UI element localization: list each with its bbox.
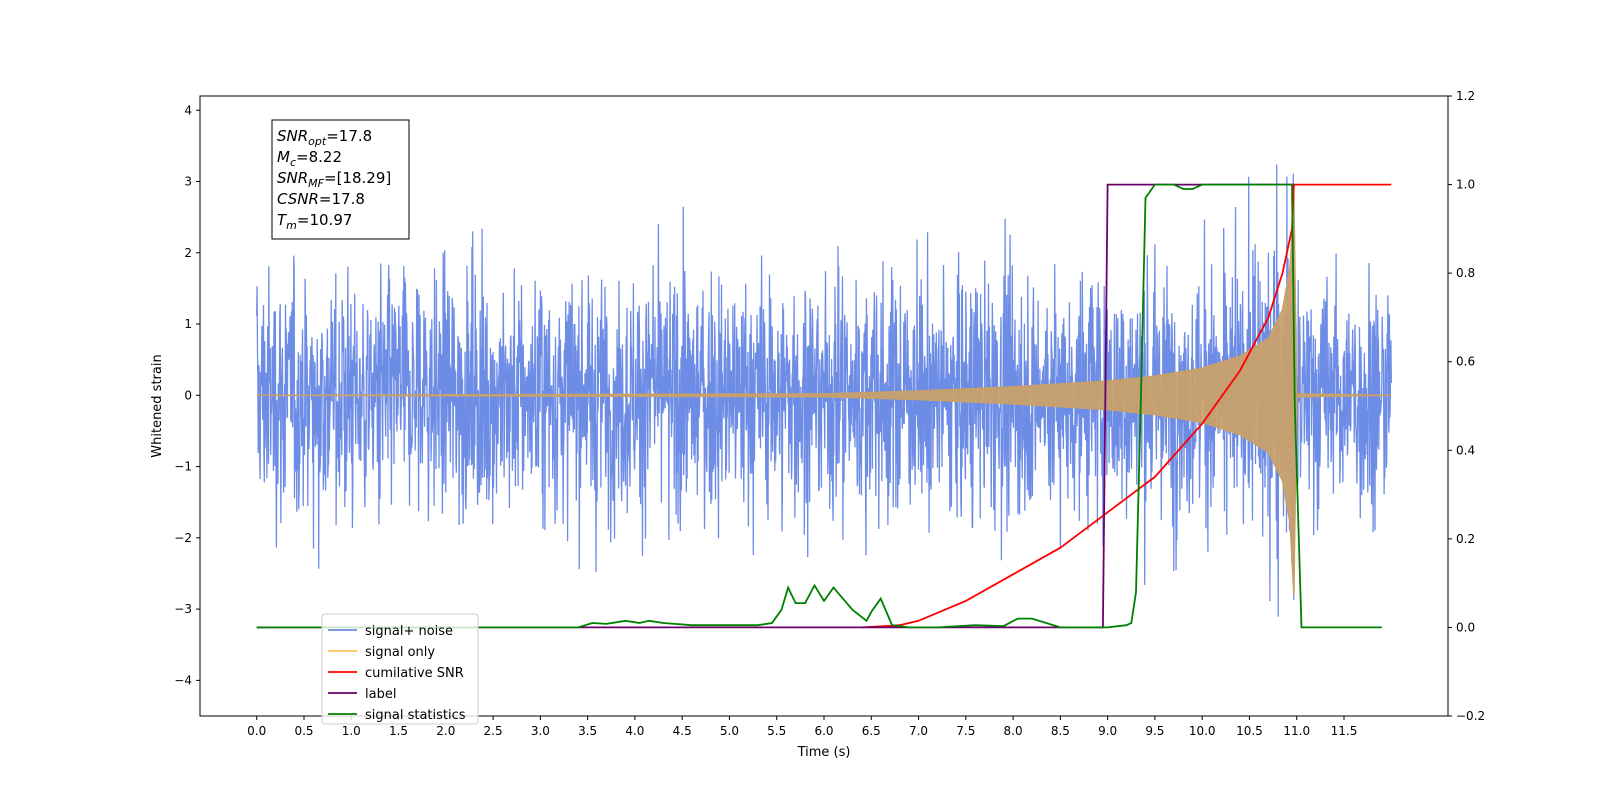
x-tick-label: 9.0 xyxy=(1098,724,1117,738)
legend-label: cumilative SNR xyxy=(365,666,464,681)
y-tick-label: −3 xyxy=(174,602,192,616)
x-axis: 0.0 0.5 1.0 1.5 2.0 2.5 3.0 3.5 4.0 4.5 5.0 5.5 6.0 6… xyxy=(247,716,1357,738)
x-tick-label: 7.5 xyxy=(956,724,975,738)
y2-tick-label: 0.8 xyxy=(1456,266,1475,280)
y2-tick-label: 1.2 xyxy=(1456,89,1475,103)
y2-tick-label: 0.0 xyxy=(1456,620,1475,634)
annotation-line: SNRMF=[18.29] xyxy=(277,169,391,190)
x-tick-label: 10.5 xyxy=(1236,724,1263,738)
x-tick-label: 5.5 xyxy=(767,724,786,738)
x-tick-label: 2.0 xyxy=(436,724,455,738)
x-tick-label: 6.0 xyxy=(814,724,833,738)
x-tick-label: 8.0 xyxy=(1004,724,1023,738)
y-tick-label: 1 xyxy=(184,317,192,331)
annotation-line: CSNR=17.8 xyxy=(277,190,365,208)
y2-tick-label: 0.6 xyxy=(1456,355,1475,369)
annotation-line: Mc=8.22 xyxy=(277,148,342,169)
y2-tick-label: 0.4 xyxy=(1456,443,1475,457)
x-tick-label: 4.0 xyxy=(625,724,644,738)
x-tick-label: 0.0 xyxy=(247,724,266,738)
x-tick-label: 5.0 xyxy=(720,724,739,738)
x-tick-label: 2.5 xyxy=(484,724,503,738)
x-tick-label: 1.0 xyxy=(342,724,361,738)
y-tick-label: 0 xyxy=(184,388,192,402)
y-axis-right: −0.2 0.0 0.2 0.4 0.6 0.8 1.0 1.2 xyxy=(1448,89,1485,723)
y-tick-label: 3 xyxy=(184,175,192,189)
y-tick-label: −4 xyxy=(174,673,192,687)
annotation-line: Tm=10.97 xyxy=(277,211,352,232)
series-signal-statistics xyxy=(256,183,1382,629)
x-tick-label: 4.5 xyxy=(673,724,692,738)
annotation-line: SNRopt=17.8 xyxy=(277,127,372,148)
x-tick-label: 8.5 xyxy=(1051,724,1070,738)
y-tick-label: 4 xyxy=(184,103,192,117)
plot-area xyxy=(256,164,1392,629)
legend-label: signal+ noise xyxy=(365,624,453,639)
y-tick-label: −2 xyxy=(174,531,192,545)
x-tick-label: 9.5 xyxy=(1145,724,1164,738)
y-tick-label: 2 xyxy=(184,246,192,260)
legend-label: signal statistics xyxy=(365,708,466,723)
y-tick-label: −1 xyxy=(174,460,192,474)
x-tick-label: 7.0 xyxy=(909,724,928,738)
legend-label: signal only xyxy=(365,645,435,660)
x-tick-label: 10.0 xyxy=(1189,724,1216,738)
y2-tick-label: 0.2 xyxy=(1456,532,1475,546)
x-tick-label: 11.0 xyxy=(1283,724,1310,738)
x-axis-label: Time (s) xyxy=(797,745,851,760)
series-signal-only xyxy=(256,195,1392,595)
x-tick-label: 6.5 xyxy=(862,724,881,738)
x-tick-label: 3.5 xyxy=(578,724,597,738)
legend-label: label xyxy=(365,687,396,702)
x-tick-label: 0.5 xyxy=(294,724,313,738)
x-tick-label: 3.0 xyxy=(531,724,550,738)
y-axis-label: Whitened strain xyxy=(150,354,165,457)
y2-tick-label: 1.0 xyxy=(1456,178,1475,192)
y-axis-left: −4 −3 −2 −1 0 1 2 3 4 xyxy=(174,103,200,687)
x-tick-label: 11.5 xyxy=(1331,724,1358,738)
x-tick-label: 1.5 xyxy=(389,724,408,738)
legend: signal+ noise signal only cumilative SNR la… xyxy=(321,613,479,725)
annotation-box: SNRopt=17.8Mc=8.22SNRMF=[18.29]CSNR=17.8… xyxy=(271,119,410,240)
y2-tick-label: −0.2 xyxy=(1456,709,1485,723)
